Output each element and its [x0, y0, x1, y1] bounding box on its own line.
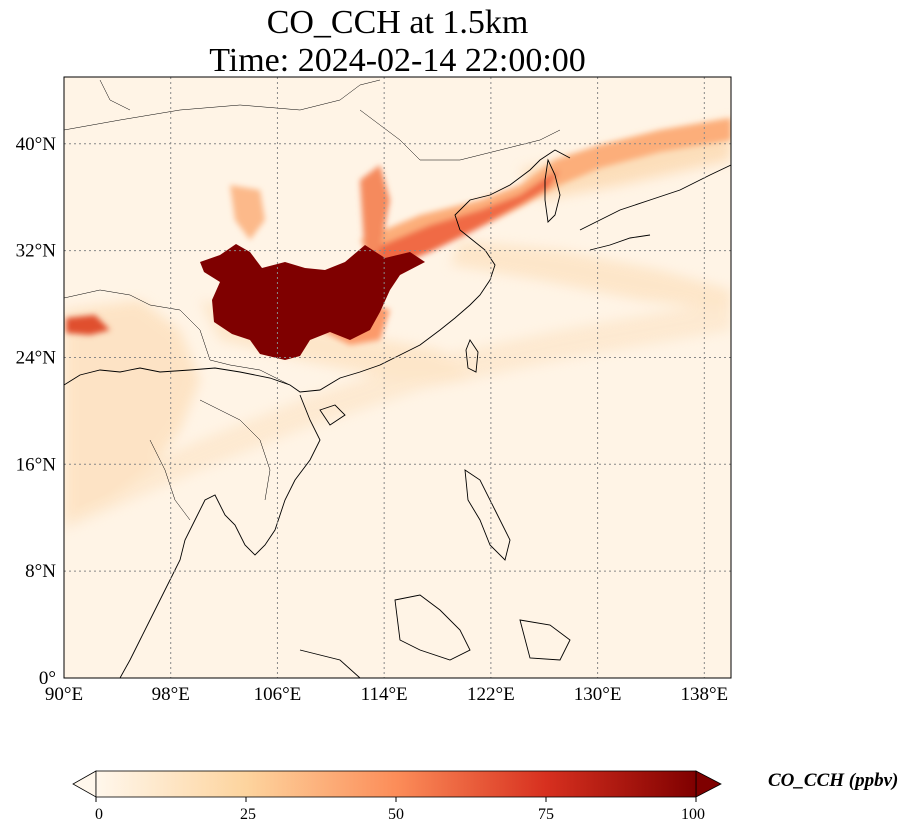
lon-tick-label: 90°E — [45, 684, 83, 705]
lat-tick-label: 16°N — [16, 454, 57, 475]
colorbar-max-extend — [695, 770, 722, 798]
lon-tick-label: 114°E — [361, 684, 408, 705]
colorbar-label: CO_CCH (ppbv) — [768, 770, 899, 791]
country-borders — [64, 79, 561, 521]
lon-tick-labels: 90°E 98°E 106°E 114°E 122°E 130°E 138°E — [45, 684, 728, 705]
lon-tick-label: 122°E — [467, 684, 515, 705]
colorbar-tick-75: 75 — [538, 806, 554, 823]
lon-tick-label: 98°E — [152, 684, 190, 705]
colorbar-tick-25: 25 — [240, 806, 256, 823]
lat-tick-label: 32°N — [16, 241, 57, 262]
colorbar-tick-100: 100 — [681, 806, 705, 823]
map-subtitle: Time: 2024-02-14 22:00:00 — [209, 42, 586, 79]
map-frame — [63, 76, 732, 679]
colorbar-gradient — [95, 770, 697, 798]
lat-tick-label: 0° — [39, 668, 56, 689]
colorbar — [72, 770, 722, 802]
colorbar-tick-50: 50 — [388, 806, 404, 823]
lon-tick-label: 130°E — [574, 684, 622, 705]
lat-tick-label: 8°N — [25, 561, 56, 582]
lon-tick-label: 138°E — [680, 684, 728, 705]
colorbar-tick-0: 0 — [95, 806, 103, 823]
lat-tick-label: 40°N — [16, 134, 57, 155]
lat-tick-label: 24°N — [16, 347, 57, 368]
coastlines — [64, 149, 731, 678]
lon-tick-label: 106°E — [254, 684, 302, 705]
map-title: CO_CCH at 1.5km — [266, 4, 529, 41]
lat-tick-labels: 0° 8°N 16°N 24°N 32°N 40°N — [16, 134, 57, 689]
concentration-field — [64, 77, 731, 678]
colorbar-min-extend — [72, 770, 97, 798]
